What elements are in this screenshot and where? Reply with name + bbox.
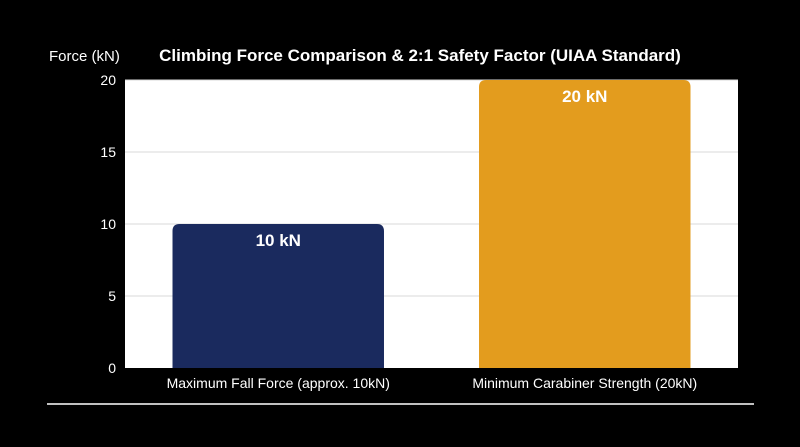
y-axis-ticks: 0 5 10 15 20 xyxy=(100,72,116,376)
bars xyxy=(172,80,691,368)
data-labels: 10 kN 20 kN xyxy=(256,87,608,250)
bar-data-label: 20 kN xyxy=(562,87,607,106)
y-tick-label: 0 xyxy=(108,360,116,376)
chart-title: Climbing Force Comparison & 2:1 Safety F… xyxy=(159,46,681,65)
y-tick-label: 10 xyxy=(100,216,116,232)
bar xyxy=(172,224,384,368)
x-axis-ticks: Maximum Fall Force (approx. 10kN) Minimum… xyxy=(167,375,698,391)
bar xyxy=(479,80,691,368)
x-tick-label: Maximum Fall Force (approx. 10kN) xyxy=(167,375,390,391)
x-tick-label: Minimum Carabiner Strength (20kN) xyxy=(472,375,697,391)
y-axis-label: Force (kN) xyxy=(49,48,120,65)
bar-data-label: 10 kN xyxy=(256,231,301,250)
y-tick-label: 15 xyxy=(100,144,116,160)
y-tick-label: 5 xyxy=(108,288,116,304)
y-tick-label: 20 xyxy=(100,72,116,88)
